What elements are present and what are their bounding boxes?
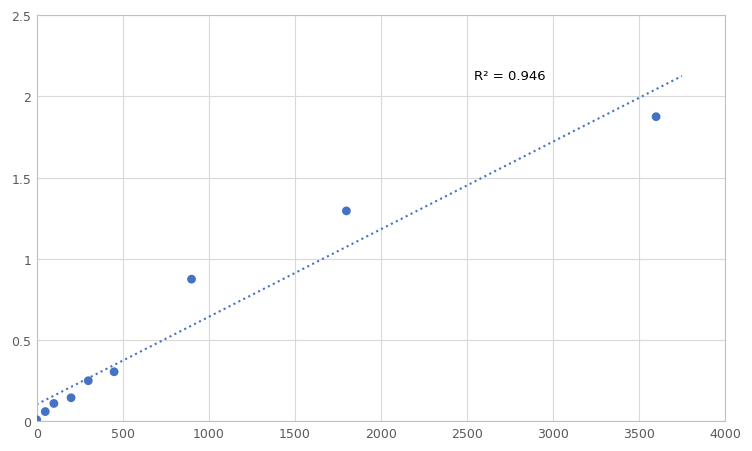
Point <box>108 368 120 376</box>
Text: R² = 0.946: R² = 0.946 <box>474 69 545 83</box>
Point <box>650 114 663 121</box>
Point <box>65 394 77 401</box>
Point <box>82 377 94 384</box>
Point <box>341 208 353 215</box>
Point <box>186 276 198 283</box>
Point <box>39 408 51 415</box>
Point <box>48 400 60 407</box>
Point <box>31 416 43 423</box>
